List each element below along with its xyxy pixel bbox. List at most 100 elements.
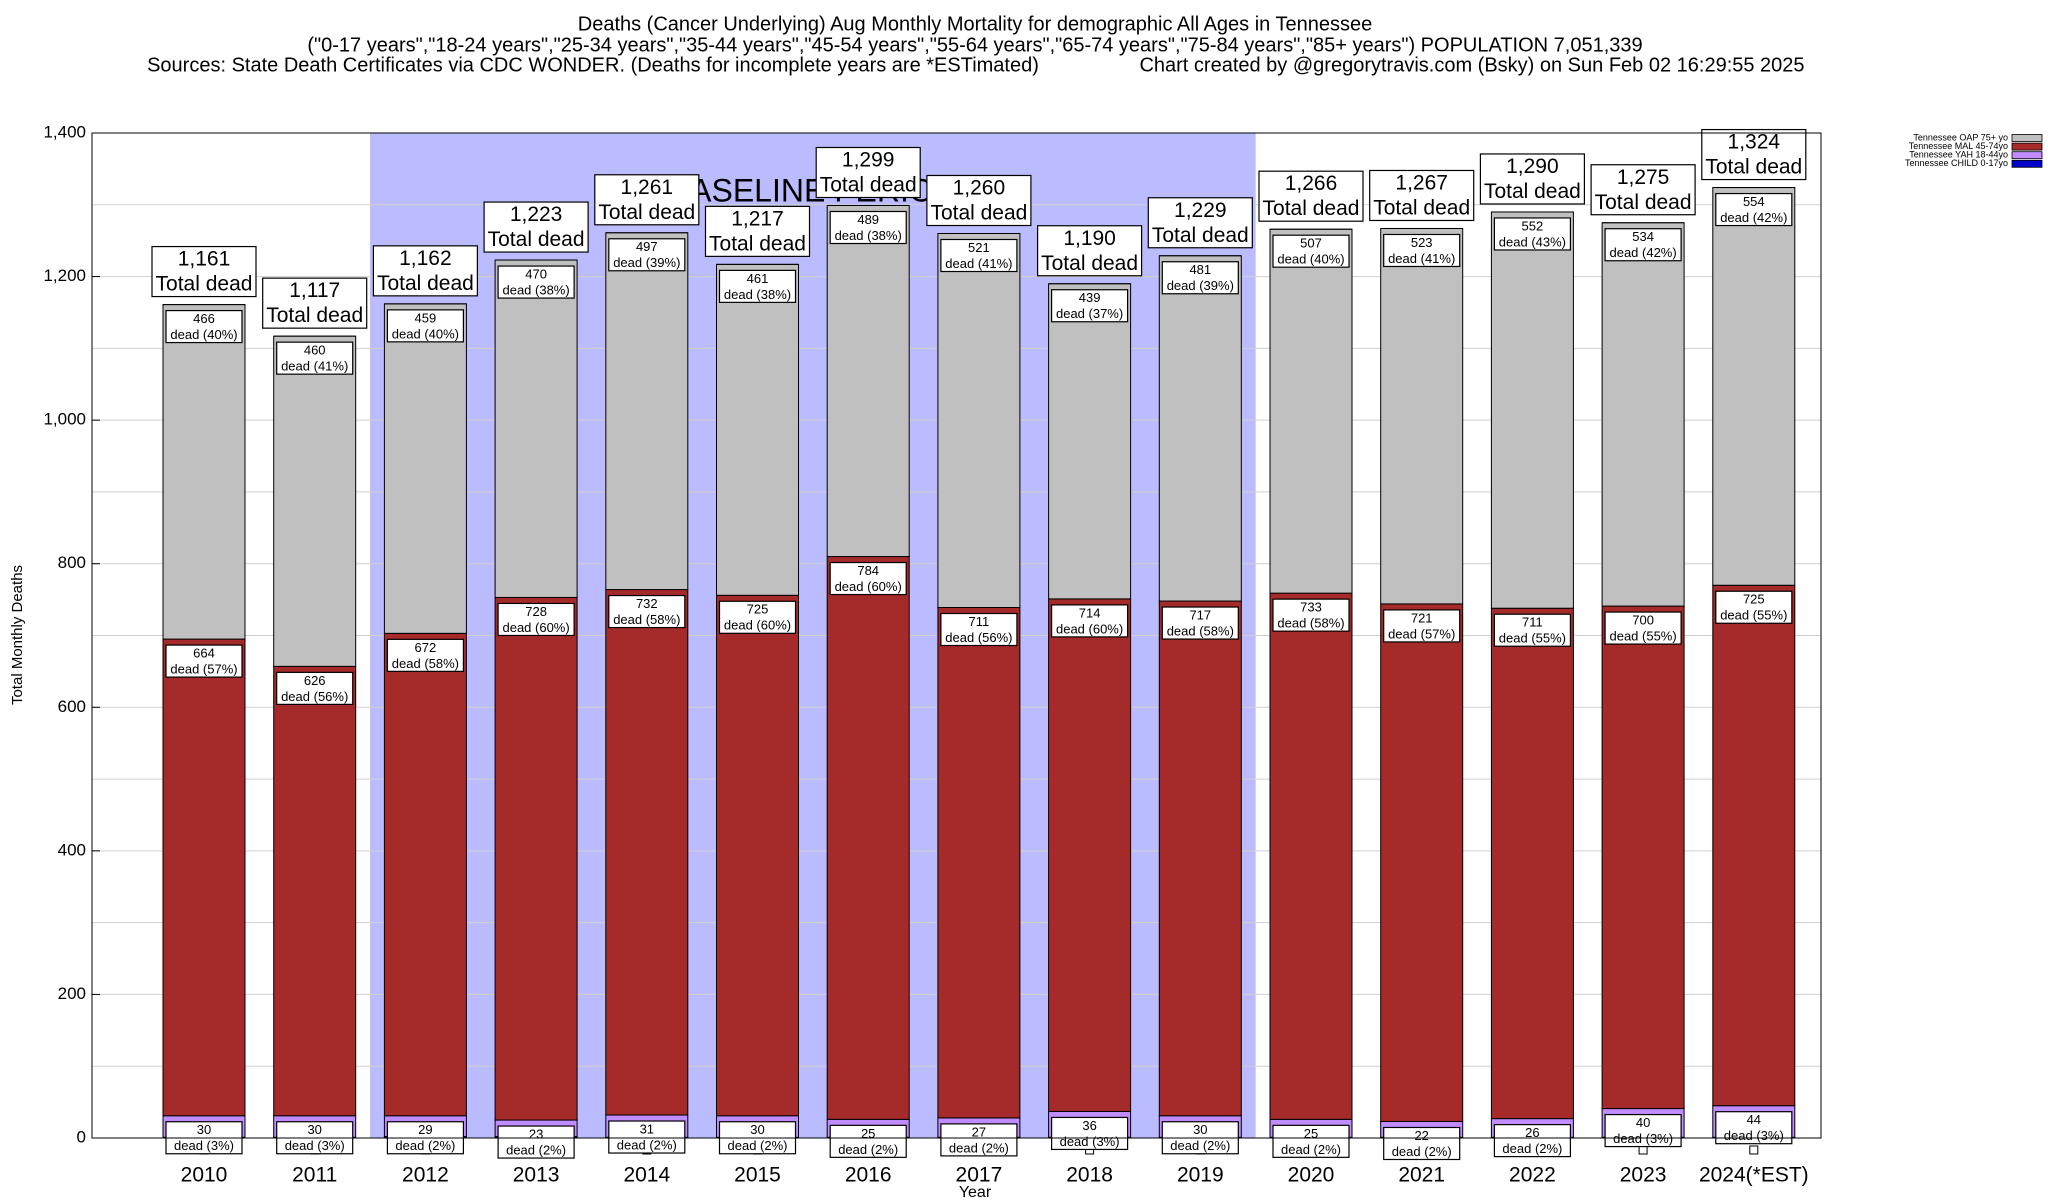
segment-label: dead (2%) bbox=[838, 1142, 898, 1157]
segment-label: dead (2%) bbox=[1502, 1141, 1562, 1156]
total-label: Total dead bbox=[709, 232, 806, 255]
total-label-box bbox=[1701, 128, 1807, 181]
segment-label: 461 bbox=[747, 271, 769, 286]
empty-label bbox=[1749, 1145, 1759, 1155]
total-label: Total dead bbox=[598, 201, 695, 224]
bar-segment bbox=[494, 259, 578, 598]
total-label: Total dead bbox=[1595, 191, 1692, 214]
segment-label: dead (58%) bbox=[392, 656, 459, 671]
segment-label: dead (43%) bbox=[1499, 234, 1566, 249]
segment-label: dead (3%) bbox=[174, 1138, 234, 1153]
total-label: 1,275 bbox=[1617, 166, 1670, 189]
total-label-box bbox=[262, 277, 368, 329]
bar-segment bbox=[1712, 584, 1796, 1107]
total-label-box bbox=[815, 146, 921, 199]
chart-source: Sources: State Death Certificates via CD… bbox=[147, 54, 1039, 76]
segment-label-box bbox=[1604, 611, 1682, 645]
bar-segment bbox=[1048, 598, 1132, 1112]
total-label: Total dead bbox=[377, 272, 474, 295]
segment-label: dead (2%) bbox=[1170, 1138, 1230, 1153]
segment-label-box bbox=[1383, 609, 1461, 643]
segment-label: 700 bbox=[1632, 613, 1654, 628]
total-label: Total dead bbox=[1373, 197, 1470, 220]
x-tick-label: 2019 bbox=[1177, 1164, 1224, 1187]
bar-segment bbox=[1380, 227, 1464, 605]
segment-label: 728 bbox=[525, 604, 547, 619]
segment-label: 25 bbox=[1304, 1126, 1318, 1141]
bar-segment bbox=[716, 594, 799, 1117]
segment-label-box bbox=[1272, 1124, 1350, 1158]
segment-label-box bbox=[829, 1124, 907, 1158]
segment-label: dead (60%) bbox=[724, 618, 791, 633]
segment-label-box bbox=[497, 602, 575, 637]
total-label: 1,267 bbox=[1395, 172, 1448, 195]
segment-label: dead (60%) bbox=[835, 579, 902, 594]
segment-label: 30 bbox=[307, 1122, 321, 1137]
bar-segment bbox=[937, 233, 1021, 609]
segment-label: dead (39%) bbox=[613, 255, 680, 270]
total-label: 1,324 bbox=[1728, 131, 1781, 154]
bar-segment bbox=[1158, 255, 1242, 602]
y-tick-label: 600 bbox=[58, 697, 86, 716]
segment-label-box bbox=[940, 612, 1018, 647]
segment-label-box bbox=[1715, 192, 1793, 227]
y-tick-label: 1,000 bbox=[43, 410, 86, 429]
segment-label-box bbox=[608, 238, 686, 272]
segment-label: 29 bbox=[418, 1122, 432, 1137]
bar-segment bbox=[273, 335, 357, 667]
y-tick-label: 1,200 bbox=[43, 266, 86, 285]
bar-segment bbox=[605, 589, 689, 1116]
x-tick-label: 2011 bbox=[292, 1164, 337, 1187]
total-label: 1,162 bbox=[399, 247, 452, 270]
segment-label: 31 bbox=[640, 1121, 654, 1136]
segment-label: 470 bbox=[525, 266, 547, 281]
segment-label: 23 bbox=[529, 1126, 543, 1141]
segment-label-box bbox=[497, 1125, 575, 1159]
segment-label: dead (58%) bbox=[1277, 616, 1344, 631]
segment-label-box bbox=[829, 210, 907, 245]
segment-label-box bbox=[386, 638, 464, 672]
legend-label: Tennessee OAP 75+ yo bbox=[1913, 132, 2008, 142]
legend-swatch bbox=[2011, 142, 2043, 151]
segment-label-box bbox=[608, 594, 686, 629]
segment-label-box bbox=[1050, 289, 1129, 323]
x-tick-label: 2024(*EST) bbox=[1699, 1164, 1809, 1187]
y-tick-label: 400 bbox=[58, 840, 86, 859]
segment-label-box bbox=[165, 309, 243, 344]
segment-label-box bbox=[1272, 234, 1350, 268]
segment-label: 732 bbox=[636, 596, 658, 611]
segment-label-box bbox=[276, 341, 354, 375]
x-tick-label: 2022 bbox=[1509, 1164, 1556, 1187]
segment-label-box bbox=[608, 1120, 686, 1154]
total-label: 1,217 bbox=[731, 207, 784, 230]
segment-label: dead (42%) bbox=[1720, 210, 1787, 225]
bar-segment bbox=[1158, 600, 1242, 1117]
segment-label: dead (2%) bbox=[728, 1138, 788, 1153]
total-label: Total dead bbox=[820, 174, 917, 197]
segment-label-box bbox=[1493, 1124, 1572, 1158]
y-tick-label: 800 bbox=[58, 553, 86, 572]
x-tick-label: 2014 bbox=[623, 1164, 670, 1187]
segment-label: 25 bbox=[861, 1126, 875, 1141]
x-tick-label: 2021 bbox=[1398, 1164, 1445, 1187]
segment-label: dead (3%) bbox=[1613, 1131, 1673, 1146]
segment-label: 626 bbox=[304, 673, 326, 688]
segment-label: dead (57%) bbox=[1388, 626, 1455, 641]
x-tick-label: 2012 bbox=[402, 1164, 449, 1187]
segment-label-box bbox=[829, 561, 907, 596]
segment-label: 534 bbox=[1632, 229, 1654, 244]
segment-label: dead (38%) bbox=[835, 228, 902, 243]
segment-label: 27 bbox=[972, 1124, 986, 1139]
bar-segment bbox=[273, 665, 357, 1117]
bar-segment bbox=[716, 263, 799, 596]
segment-label: 717 bbox=[1189, 607, 1211, 622]
y-axis-label: Total Monthly Deaths bbox=[9, 565, 26, 705]
total-label: 1,260 bbox=[953, 177, 1006, 200]
x-tick-label: 2013 bbox=[513, 1164, 560, 1187]
bar-segment bbox=[494, 596, 578, 1121]
segment-label-box bbox=[1161, 606, 1239, 640]
segment-label: 711 bbox=[969, 614, 990, 629]
segment-label: 30 bbox=[197, 1122, 211, 1137]
segment-label-box bbox=[1383, 1126, 1461, 1161]
segment-label: dead (42%) bbox=[1609, 245, 1676, 260]
